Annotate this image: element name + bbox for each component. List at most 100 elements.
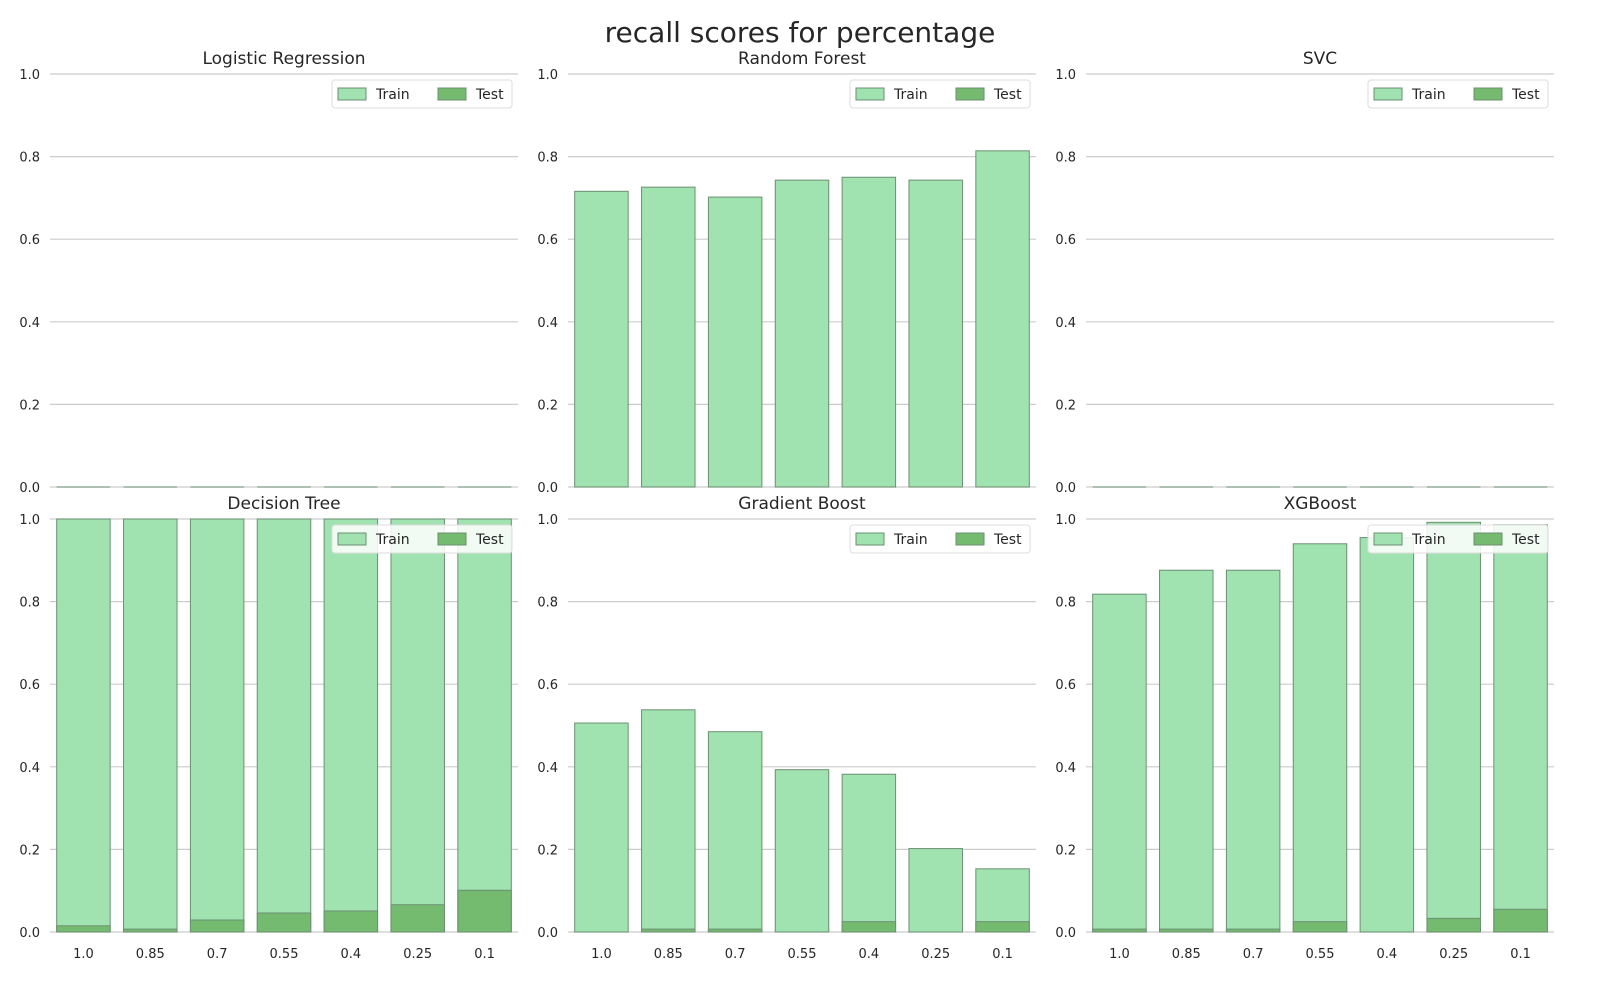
train-bar	[1292, 543, 1348, 933]
y-tick-label: 1.0	[19, 68, 40, 83]
x-tick-label: 0.1	[1510, 947, 1531, 962]
x-tick-label: 0.55	[788, 947, 817, 962]
y-tick-label: 0.6	[537, 678, 558, 693]
test-bar	[457, 889, 512, 933]
legend-box	[849, 79, 1031, 109]
subplot-svc: 0.0 0.2 0.4 0.6 0.8 1.0 SVC Train Test	[1055, 49, 1554, 496]
x-tick-label: 0.1	[992, 947, 1013, 962]
subplot-title: SVC	[1303, 49, 1337, 69]
legend-swatch-train	[1373, 87, 1403, 101]
y-tick-label: 0.8	[1055, 151, 1076, 166]
test-bar	[975, 921, 1030, 933]
test-bar	[707, 928, 763, 933]
test-bar	[1159, 928, 1214, 933]
subplot-gradient-boost: 0.0 0.2 0.4 0.6 0.8 1.0 Gradient Boost 1.0 0.85 0…	[537, 494, 1036, 962]
x-tick-label: 0.85	[1172, 947, 1201, 962]
legend: Train Test	[849, 524, 1031, 554]
y-tick-label: 0.6	[1055, 678, 1076, 693]
y-tick-label: 0.4	[19, 316, 40, 331]
legend-label-test: Test	[993, 532, 1022, 548]
train-bar	[1225, 569, 1281, 933]
subplot-title: Logistic Regression	[202, 49, 365, 69]
train-bar	[1092, 593, 1147, 933]
train-bar	[1493, 524, 1548, 933]
train-bar	[975, 150, 1030, 488]
legend-box	[331, 79, 513, 109]
legend-label-test: Test	[993, 87, 1022, 103]
y-tick-label: 0.0	[19, 481, 40, 496]
x-tick-label: 1.0	[1109, 947, 1130, 962]
test-bar	[1092, 928, 1147, 933]
legend-swatch-test	[955, 532, 985, 546]
y-tick-label: 1.0	[1055, 513, 1076, 528]
x-tick-label: 0.25	[921, 947, 950, 962]
x-tick-label: 0.7	[1243, 947, 1264, 962]
test-bar	[123, 928, 178, 933]
figure-title: recall scores for percentage	[605, 16, 996, 49]
y-tick-label: 0.4	[537, 761, 558, 776]
train-bar	[908, 848, 963, 933]
y-tick-label: 0.8	[19, 151, 40, 166]
y-tick-label: 0.0	[537, 481, 558, 496]
legend-box	[1367, 524, 1549, 554]
x-tick-label: 0.55	[1306, 947, 1335, 962]
test-bar	[1225, 928, 1281, 933]
y-tick-label: 0.4	[19, 761, 40, 776]
train-bar	[574, 722, 629, 933]
legend-box	[1367, 79, 1549, 109]
train-bar	[641, 186, 696, 488]
train-bar	[841, 176, 897, 488]
y-tick-label: 0.0	[537, 926, 558, 941]
train-bar	[189, 518, 245, 933]
x-tick-label: 0.4	[1377, 947, 1398, 962]
train-bar	[56, 518, 111, 933]
x-tick-label: 0.25	[1439, 947, 1468, 962]
subplot-grid: 0.0 0.2 0.4 0.6 0.8 1.0 Logistic Regression Tra…	[19, 49, 1554, 962]
legend-swatch-test	[1473, 87, 1503, 101]
x-tick-label: 1.0	[591, 947, 612, 962]
legend-swatch-train	[337, 87, 367, 101]
train-bar	[841, 773, 897, 933]
x-tick-label: 1.0	[73, 947, 94, 962]
train-bar	[323, 518, 379, 933]
legend-label-test: Test	[475, 87, 504, 103]
test-bar	[1292, 921, 1348, 933]
test-bar	[641, 928, 696, 933]
test-bar	[56, 925, 111, 933]
y-tick-label: 0.0	[1055, 481, 1076, 496]
y-tick-label: 0.6	[1055, 233, 1076, 248]
y-tick-label: 0.2	[537, 843, 558, 858]
legend-swatch-test	[955, 87, 985, 101]
y-tick-label: 0.2	[1055, 398, 1076, 413]
test-bar	[256, 912, 312, 933]
train-bar	[390, 518, 445, 933]
legend-label-train: Train	[893, 87, 928, 103]
y-tick-label: 0.0	[19, 926, 40, 941]
subplot-logistic-regression: 0.0 0.2 0.4 0.6 0.8 1.0 Logistic Regression Tra…	[19, 49, 518, 496]
legend-swatch-test	[437, 532, 467, 546]
y-tick-label: 0.6	[19, 233, 40, 248]
legend-label-train: Train	[1411, 532, 1446, 548]
y-tick-label: 0.2	[1055, 843, 1076, 858]
y-tick-label: 0.8	[537, 151, 558, 166]
y-tick-label: 0.4	[537, 316, 558, 331]
test-bar	[323, 910, 379, 933]
test-bar	[841, 921, 897, 933]
legend-label-train: Train	[375, 87, 410, 103]
y-tick-label: 1.0	[537, 513, 558, 528]
y-tick-label: 0.4	[1055, 761, 1076, 776]
subplot-title: Decision Tree	[227, 494, 340, 514]
y-tick-label: 0.2	[19, 843, 40, 858]
subplot-xgboost: 0.0 0.2 0.4 0.6 0.8 1.0 XGBoost 1.0 0.85 0.7 0.55 0…	[1055, 494, 1554, 962]
legend: Train Test	[1367, 524, 1549, 554]
x-tick-label: 0.7	[725, 947, 746, 962]
y-tick-label: 0.8	[537, 596, 558, 611]
y-tick-label: 0.6	[537, 233, 558, 248]
train-bar	[1359, 537, 1415, 933]
legend-swatch-train	[855, 532, 885, 546]
train-bar	[774, 769, 830, 933]
x-tick-label: 0.85	[654, 947, 683, 962]
subplot-title: XGBoost	[1284, 494, 1357, 514]
legend: Train Test	[1367, 79, 1549, 109]
